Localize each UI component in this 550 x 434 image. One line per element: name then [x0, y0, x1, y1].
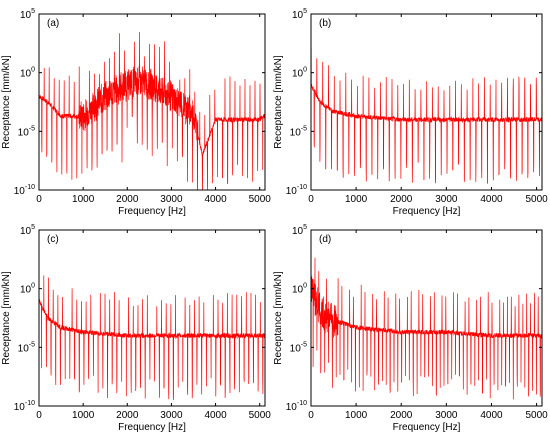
receptance-line [38, 268, 266, 401]
x-tick-label: 3000 [435, 194, 458, 205]
x-axis-label: Frequency [Hz] [393, 422, 461, 433]
x-tick-label: 0 [36, 410, 42, 421]
y-tick-label: 10-5 [18, 125, 35, 138]
x-tick-label: 5000 [525, 194, 548, 205]
y-tick-label: 100 [20, 283, 35, 296]
y-tick-label: 105 [20, 224, 35, 237]
x-tick-label: 2000 [116, 410, 139, 421]
panel-0: 0 1000 2000 3000 4000 5000 10-10 10-5 100 105 Freq… [1, 8, 271, 217]
y-tick-label: 10-5 [290, 341, 307, 354]
x-tick-label: 4000 [204, 194, 227, 205]
x-axis-label: Frequency [Hz] [393, 206, 461, 217]
x-tick-label: 2000 [116, 194, 139, 205]
y-tick-label: 100 [292, 283, 307, 296]
panel-1: 0 1000 2000 3000 4000 5000 10-10 10-5 100 105 Freq… [273, 8, 548, 217]
receptance-line [310, 257, 543, 400]
axes-frame [38, 13, 266, 191]
y-axis-label: Receptance [mm/kN] [1, 55, 12, 149]
x-axis-label: Frequency [Hz] [118, 422, 186, 433]
x-tick-label: 3000 [435, 410, 458, 421]
panel-label: (c) [47, 234, 59, 245]
receptance-line [310, 47, 543, 184]
x-tick-label: 1000 [345, 410, 368, 421]
panel-label: (d) [319, 234, 331, 245]
x-tick-label: 5000 [249, 410, 272, 421]
x-tick-label: 0 [308, 410, 314, 421]
x-tick-label: 3000 [160, 410, 183, 421]
x-tick-label: 0 [36, 194, 42, 205]
x-tick-label: 1000 [345, 194, 368, 205]
y-tick-label: 10-10 [14, 400, 35, 413]
receptance-line [38, 31, 266, 191]
y-tick-label: 105 [292, 224, 307, 237]
y-axis-label: Receptance [mm/kN] [1, 271, 12, 365]
y-tick-label: 10-10 [286, 184, 307, 197]
x-tick-label: 2000 [390, 410, 413, 421]
panel-label: (a) [47, 18, 59, 29]
x-tick-label: 1000 [72, 410, 95, 421]
y-tick-label: 10-5 [18, 341, 35, 354]
plot-area [39, 230, 265, 406]
axes-frame [310, 13, 543, 191]
y-tick-label: 10-10 [286, 400, 307, 413]
x-tick-label: 4000 [480, 194, 503, 205]
y-tick-label: 100 [292, 67, 307, 80]
panel-label: (b) [319, 18, 331, 29]
y-tick-label: 100 [20, 67, 35, 80]
x-tick-label: 5000 [249, 194, 272, 205]
x-tick-label: 4000 [480, 410, 503, 421]
x-tick-label: 2000 [390, 194, 413, 205]
x-tick-label: 0 [308, 194, 314, 205]
x-tick-label: 1000 [72, 194, 95, 205]
axes-frame [38, 229, 266, 407]
y-axis-label: Receptance [mm/kN] [273, 55, 284, 149]
x-tick-label: 4000 [204, 410, 227, 421]
y-tick-label: 10-10 [14, 184, 35, 197]
x-tick-label: 5000 [525, 410, 548, 421]
y-axis-label: Receptance [mm/kN] [273, 271, 284, 365]
axes-frame [310, 229, 543, 407]
panel-2: 0 1000 2000 3000 4000 5000 10-10 10-5 100 105 Freq… [1, 224, 271, 433]
x-axis-label: Frequency [Hz] [118, 206, 186, 217]
x-tick-label: 3000 [160, 194, 183, 205]
panel-3: 0 1000 2000 3000 4000 5000 10-10 10-5 100 105 Freq… [273, 224, 548, 433]
y-tick-label: 105 [292, 8, 307, 21]
y-tick-label: 105 [20, 8, 35, 21]
y-tick-label: 10-5 [290, 125, 307, 138]
